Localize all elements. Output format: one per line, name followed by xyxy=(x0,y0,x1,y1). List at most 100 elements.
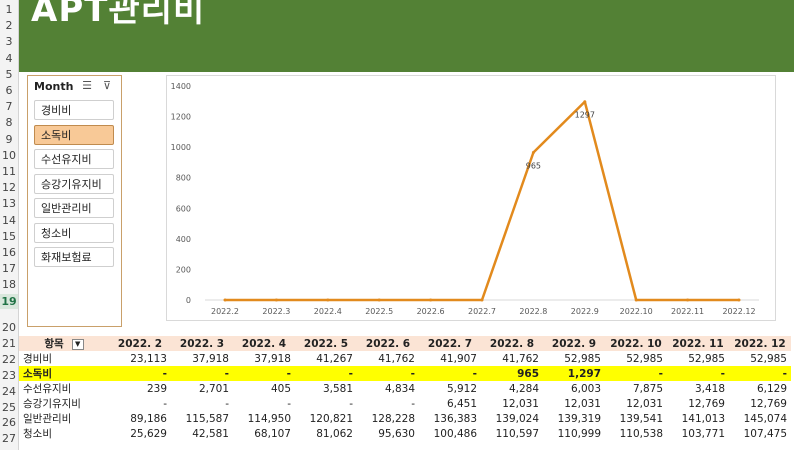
row-number[interactable]: 19 xyxy=(0,293,18,309)
table-cell[interactable]: 136,383 xyxy=(433,412,477,425)
table-cell[interactable]: 110,538 xyxy=(619,427,663,440)
table-cell[interactable]: 239 xyxy=(146,382,167,395)
column-header-item[interactable]: 항목 ▼ xyxy=(19,336,109,351)
table-cell[interactable]: 12,769 xyxy=(750,397,787,410)
row-number[interactable]: 9 xyxy=(5,132,13,146)
row-number[interactable]: 7 xyxy=(5,100,13,114)
table-cell[interactable]: - xyxy=(419,366,481,381)
row-number[interactable]: 8 xyxy=(5,116,13,130)
row-label[interactable]: 수선유지비 xyxy=(23,383,72,395)
table-cell[interactable]: 37,918 xyxy=(254,352,291,365)
row-number[interactable]: 25 xyxy=(2,400,16,414)
table-cell[interactable]: 139,541 xyxy=(619,412,663,425)
column-header[interactable]: 2022. 6 xyxy=(357,336,419,351)
row-number[interactable]: 18 xyxy=(2,278,16,292)
table-cell[interactable]: 965 xyxy=(481,366,543,381)
table-cell[interactable]: 95,630 xyxy=(378,427,415,440)
table-cell[interactable]: 100,486 xyxy=(433,427,477,440)
table-cell[interactable]: 110,597 xyxy=(495,427,539,440)
column-header[interactable]: 2022. 3 xyxy=(171,336,233,351)
row-label[interactable]: 일반관리비 xyxy=(23,413,72,425)
table-cell[interactable]: - xyxy=(109,366,171,381)
row-number[interactable]: 2 xyxy=(5,19,13,33)
table-cell[interactable]: 107,475 xyxy=(743,427,787,440)
row-number[interactable]: 16 xyxy=(2,246,16,259)
row-number[interactable]: 5 xyxy=(5,67,13,81)
table-cell[interactable]: 139,024 xyxy=(495,412,539,425)
table-cell[interactable]: 41,907 xyxy=(440,352,477,365)
table-cell[interactable]: 103,771 xyxy=(681,427,725,440)
data-point[interactable] xyxy=(274,298,278,302)
table-cell[interactable]: 3,581 xyxy=(322,382,353,395)
data-point[interactable] xyxy=(326,298,330,302)
month-slicer[interactable]: Month ☰ ⊽ 경비비 소독비 수선유지비 승강기유지비 일반관리비 청소비 화재보험료 xyxy=(27,75,122,327)
table-cell[interactable]: 68,107 xyxy=(254,427,291,440)
table-cell[interactable]: 12,031 xyxy=(564,397,601,410)
row-label[interactable]: 청소비 xyxy=(23,428,52,440)
data-point[interactable] xyxy=(737,298,741,302)
table-cell[interactable]: 120,821 xyxy=(309,412,353,425)
table-cell[interactable]: - xyxy=(233,366,295,381)
table-cell[interactable]: 52,985 xyxy=(626,352,663,365)
slicer-item[interactable]: 수선유지비 xyxy=(34,149,114,169)
table-cell[interactable]: 115,587 xyxy=(185,412,229,425)
row-number[interactable]: 21 xyxy=(2,336,16,350)
slicer-item[interactable]: 청소비 xyxy=(34,222,114,243)
row-label[interactable]: 경비비 xyxy=(23,353,52,365)
table-cell[interactable]: 42,581 xyxy=(192,427,229,440)
table-cell[interactable]: 4,284 xyxy=(508,382,539,395)
table-cell[interactable]: - xyxy=(295,366,357,381)
series-line[interactable] xyxy=(225,100,739,302)
row-number[interactable]: 15 xyxy=(2,229,16,243)
table-cell[interactable]: - xyxy=(349,397,353,410)
table-cell[interactable]: 41,762 xyxy=(502,352,539,365)
data-point[interactable] xyxy=(429,298,433,302)
table-cell[interactable]: 12,031 xyxy=(502,397,539,410)
table-cell[interactable]: 81,062 xyxy=(316,427,353,440)
row-number[interactable]: 1 xyxy=(5,3,13,16)
table-cell[interactable]: - xyxy=(287,397,291,410)
table-cell[interactable]: 128,228 xyxy=(371,412,415,425)
column-header[interactable]: 2022. 2 xyxy=(109,336,171,351)
row-number[interactable]: 17 xyxy=(2,262,16,276)
table-cell[interactable]: 3,418 xyxy=(694,382,725,395)
table-cell[interactable]: 12,031 xyxy=(626,397,663,410)
column-header[interactable]: 2022. 12 xyxy=(729,336,791,351)
table-cell[interactable]: 2,701 xyxy=(198,382,229,395)
table-cell[interactable]: 4,834 xyxy=(384,382,415,395)
table-cell[interactable]: 37,918 xyxy=(192,352,229,365)
table-cell[interactable]: - xyxy=(171,366,233,381)
table-cell[interactable]: 89,186 xyxy=(130,412,167,425)
table-cell[interactable]: 5,912 xyxy=(446,382,477,395)
table-cell[interactable]: 114,950 xyxy=(247,412,291,425)
row-number[interactable]: 22 xyxy=(2,352,16,366)
table-cell[interactable]: 6,451 xyxy=(446,397,477,410)
table-cell[interactable]: 141,013 xyxy=(681,412,725,425)
table-cell[interactable]: - xyxy=(667,366,729,381)
table-cell[interactable]: 52,985 xyxy=(750,352,787,365)
table-cell[interactable]: - xyxy=(163,397,167,410)
column-header[interactable]: 2022. 5 xyxy=(295,336,357,351)
slicer-item[interactable]: 승강기유지비 xyxy=(34,173,114,194)
table-cell[interactable]: - xyxy=(225,397,229,410)
table-cell[interactable]: - xyxy=(411,397,415,410)
table-cell[interactable]: 25,629 xyxy=(130,427,167,440)
row-number[interactable]: 3 xyxy=(5,35,13,49)
table-cell[interactable]: 7,875 xyxy=(632,382,663,395)
table-cell[interactable]: 110,999 xyxy=(557,427,601,440)
row-number[interactable]: 27 xyxy=(2,432,16,446)
table-cell[interactable]: - xyxy=(357,366,419,381)
row-number[interactable]: 6 xyxy=(5,84,13,97)
data-point[interactable] xyxy=(634,298,638,302)
data-point[interactable] xyxy=(377,298,381,302)
row-number[interactable]: 12 xyxy=(2,181,16,195)
row-label[interactable]: 소독비 xyxy=(19,366,109,381)
data-point[interactable] xyxy=(583,100,587,104)
column-header[interactable]: 2022. 10 xyxy=(605,336,667,351)
clear-filter-icon[interactable]: ⊽ xyxy=(102,79,112,92)
slicer-item[interactable]: 소독비 xyxy=(34,124,114,145)
row-number[interactable]: 13 xyxy=(2,197,16,211)
table-cell[interactable]: 41,267 xyxy=(316,352,353,365)
row-number[interactable]: 10 xyxy=(2,148,16,162)
row-number[interactable]: 4 xyxy=(5,51,13,65)
